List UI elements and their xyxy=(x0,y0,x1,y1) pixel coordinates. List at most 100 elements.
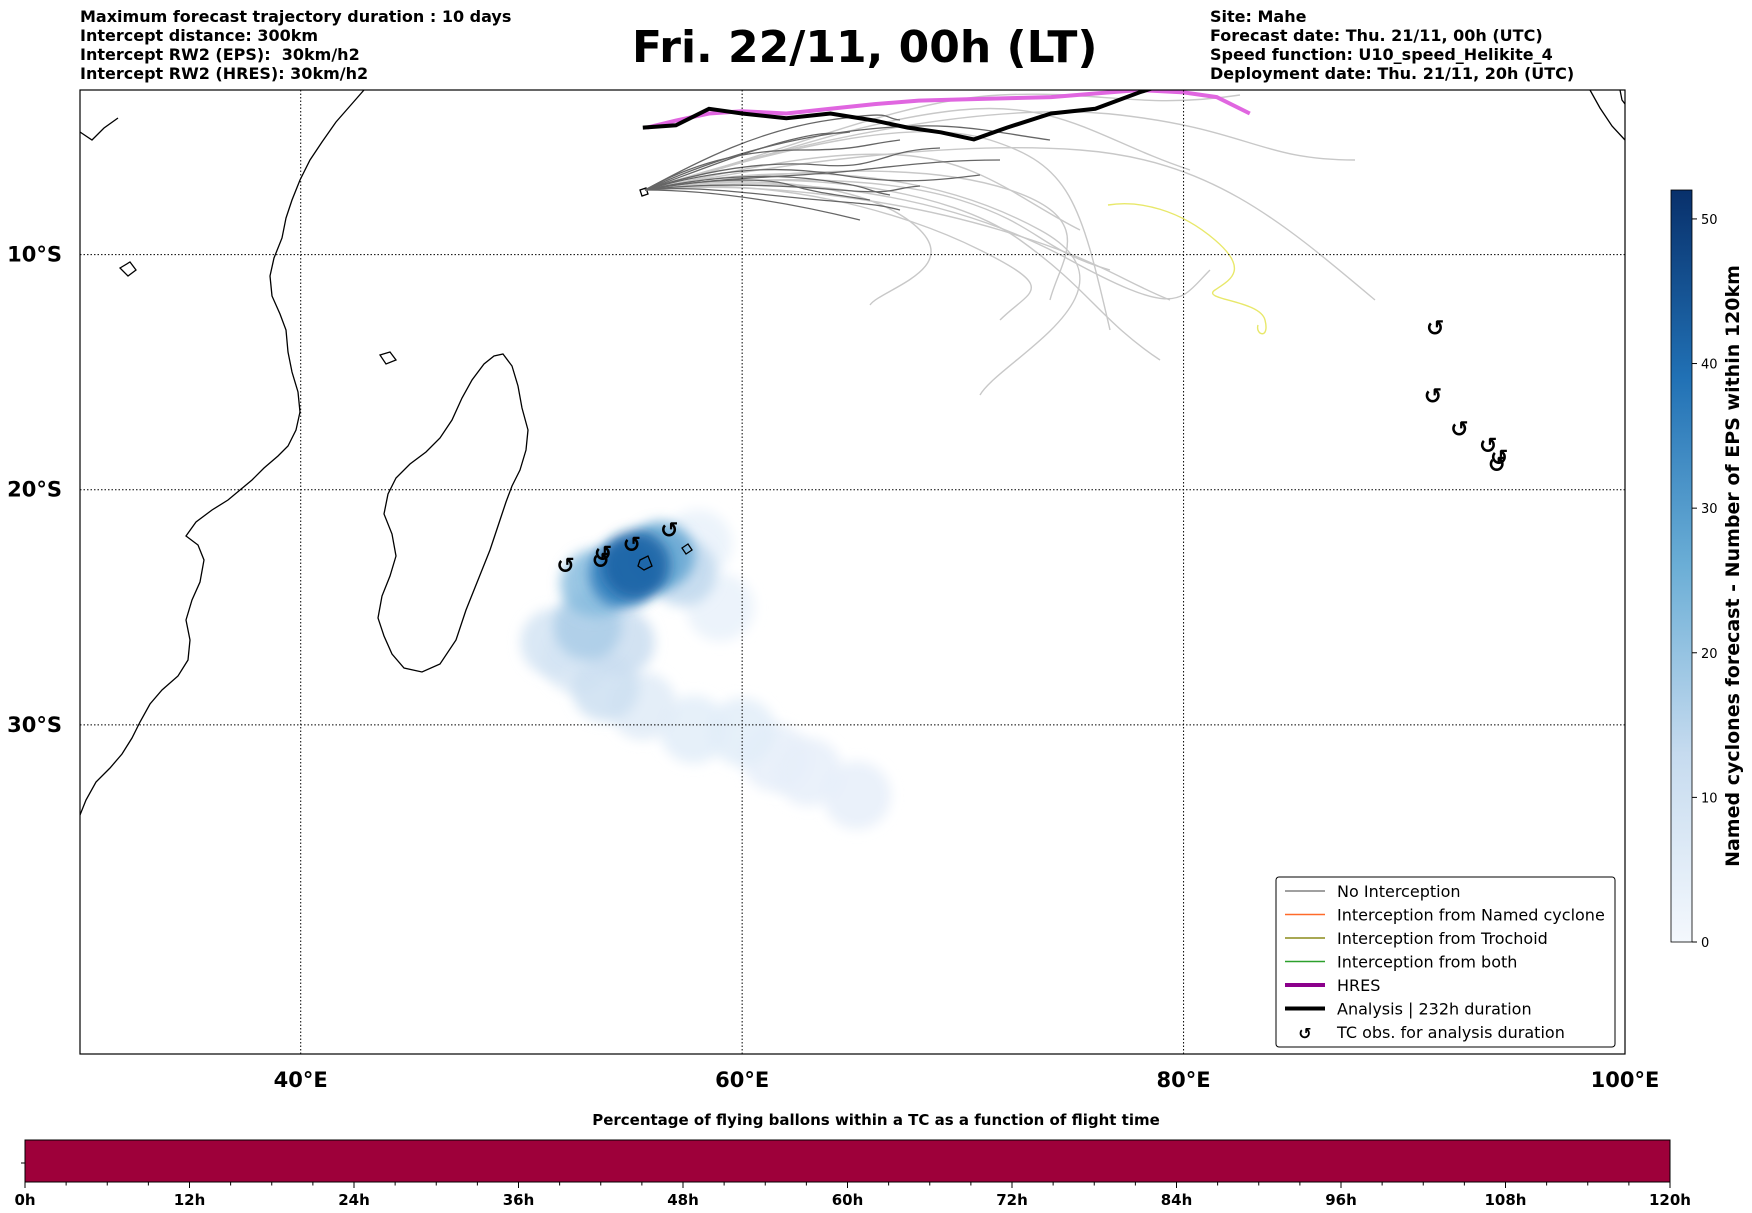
colorbar-label: Named cyclones forecast - Number of EPS … xyxy=(1722,265,1744,867)
map-title: Fri. 22/11, 00h (LT) xyxy=(632,22,1098,73)
intercept-hres-text: Intercept RW2 (HRES): 30km/h2 xyxy=(80,64,369,83)
zanzibar-island xyxy=(118,261,137,277)
flight-time-fill xyxy=(24,1139,1671,1183)
legend-label: No Interception xyxy=(1337,882,1461,901)
flight-time-tick-label: 84h xyxy=(1161,1191,1193,1209)
flight-time-title: Percentage of flying ballons within a TC… xyxy=(592,1111,1160,1129)
lat-tick-label: 20°S xyxy=(7,478,62,502)
colorbar-tick-label: 0 xyxy=(1701,936,1709,951)
lon-tick-label: 40°E xyxy=(274,1068,328,1092)
flight-time-tick-label: 0h xyxy=(14,1191,35,1209)
flight-time-tick-label: 96h xyxy=(1325,1191,1357,1209)
arabian-coast xyxy=(1589,90,1625,141)
intercept-distance-text: Intercept distance: 300km xyxy=(80,26,319,45)
eps-trajectory xyxy=(644,168,981,191)
flight-time-tick-label: 60h xyxy=(832,1191,864,1209)
latitude-labels: 10°S 20°S 30°S xyxy=(7,243,62,737)
flight-time-tick-label: 24h xyxy=(338,1191,370,1209)
mauritius-island xyxy=(681,543,693,555)
tc-observation-marker: ↺ xyxy=(1450,418,1468,443)
coastlines xyxy=(80,90,1625,816)
map-frame xyxy=(79,89,1626,1055)
seychelles-island xyxy=(639,187,649,197)
tc-observation-marker: ↺ xyxy=(660,519,678,544)
eps-trajectory xyxy=(644,114,901,191)
flight-time-tick-label: 48h xyxy=(667,1191,699,1209)
eps-trajectory xyxy=(644,147,941,191)
lat-tick-label: 10°S xyxy=(7,243,62,267)
eps-trajectory xyxy=(644,189,861,221)
colorbar: 0 10 20 30 40 50 Named cyclones forecast - Nu… xyxy=(1670,189,1744,951)
legend-label: Interception from Trochoid xyxy=(1337,929,1548,948)
tc-observation-marker: ↺ xyxy=(1426,316,1444,341)
eps-trajectory xyxy=(644,130,1111,331)
intercept-eps-text: Intercept RW2 (EPS): 30km/h2 xyxy=(80,45,360,64)
comoros-island xyxy=(378,351,398,365)
flight-time-tick-label: 36h xyxy=(503,1191,535,1209)
forecast-parameters: Maximum forecast trajectory duration : 1… xyxy=(80,7,511,83)
eps-trajectory xyxy=(644,125,1051,191)
flight-time-tick-label: 120h xyxy=(1649,1191,1691,1209)
site-text: Site: Mahe xyxy=(1210,7,1307,26)
tc-observation-marker: ↺ xyxy=(592,549,610,574)
forecast-date-text: Forecast date: Thu. 21/11, 00h (UTC) xyxy=(1210,26,1543,45)
max-duration-text: Maximum forecast trajectory duration : 1… xyxy=(80,7,512,26)
tc-observation-marker: ↺ xyxy=(1479,434,1497,459)
eps-trajectory xyxy=(644,185,1032,321)
eps-trajectory xyxy=(644,183,1211,300)
west-coast-fragment xyxy=(80,117,119,141)
eps-trajectory xyxy=(644,179,871,201)
eps-trajectory xyxy=(644,175,891,196)
colorbar-tick-label: 50 xyxy=(1701,213,1718,228)
legend-label: Interception from both xyxy=(1337,953,1517,972)
density-cell xyxy=(822,761,891,830)
site-info: Site: Mahe Forecast date: Thu. 21/11, 00… xyxy=(1210,7,1574,83)
eps-trajectory xyxy=(644,172,1081,396)
speed-function-text: Speed function: U10_speed_Helikite_4 xyxy=(1210,45,1553,64)
tc-observation-marker: ↺ xyxy=(1424,385,1442,410)
tc-observations: ↺ ↺↺ ↺↺↺↺↺↺↺↺ xyxy=(556,316,1508,578)
eps-trajectory xyxy=(644,147,1376,301)
legend: No Interception Interception from Named c… xyxy=(1275,876,1616,1048)
colorbar-tick-label: 40 xyxy=(1701,358,1718,373)
lon-tick-label: 60°E xyxy=(715,1068,769,1092)
flight-time-tick-label: 12h xyxy=(174,1191,206,1209)
eps-trajectory xyxy=(644,93,1241,191)
eps-trajectory xyxy=(644,139,901,191)
flight-time-tick-label: 108h xyxy=(1485,1191,1527,1209)
colorbar-tick-label: 20 xyxy=(1701,647,1718,662)
tc-observation-marker: ↺ xyxy=(623,533,641,558)
flight-time-bar: 0h 12h 24h 36h 48h 60h 72h 84h 96h 108h 120h xyxy=(14,1139,1691,1209)
analysis-track xyxy=(642,90,1154,142)
eps-trajectory xyxy=(644,184,921,193)
flight-time-tick-label: 72h xyxy=(996,1191,1028,1209)
colorbar-tick-label: 10 xyxy=(1701,791,1718,806)
tc-observation-marker: ↺ xyxy=(1488,453,1506,478)
density-cell xyxy=(602,530,671,599)
sumatra-fragment xyxy=(1619,90,1625,105)
eps-trajectories-dark xyxy=(644,114,1051,221)
lat-tick-label: 30°S xyxy=(7,713,62,737)
tc-observation-marker: ↺ xyxy=(594,542,612,567)
named-cyclone-density xyxy=(520,509,891,830)
legend-label: HRES xyxy=(1337,976,1380,995)
tc-observation-marker: ↺ xyxy=(556,554,574,579)
eps-trajectory xyxy=(644,111,1356,191)
legend-tc-marker: ↺ xyxy=(1298,1024,1311,1043)
deployment-date-text: Deployment date: Thu. 21/11, 20h (UTC) xyxy=(1210,64,1575,83)
madagascar-coastline xyxy=(377,353,529,673)
eps-trajectory-yellow xyxy=(1107,203,1267,335)
tc-observation-marker: ↺ xyxy=(1490,446,1508,471)
eps-trajectory xyxy=(644,188,901,211)
legend-label: TC obs. for analysis duration xyxy=(1336,1023,1565,1042)
lon-tick-label: 100°E xyxy=(1591,1068,1660,1092)
africa-coastline xyxy=(80,90,365,816)
legend-label: Interception from Named cyclone xyxy=(1337,906,1605,925)
lon-tick-label: 80°E xyxy=(1157,1068,1211,1092)
colorbar-tick-label: 30 xyxy=(1701,502,1718,517)
colorbar-gradient xyxy=(1670,189,1693,943)
legend-label: Analysis | 232h duration xyxy=(1337,1000,1532,1019)
reunion-island xyxy=(637,555,653,571)
longitude-labels: 40°E 60°E 80°E 100°E xyxy=(274,1068,1660,1092)
